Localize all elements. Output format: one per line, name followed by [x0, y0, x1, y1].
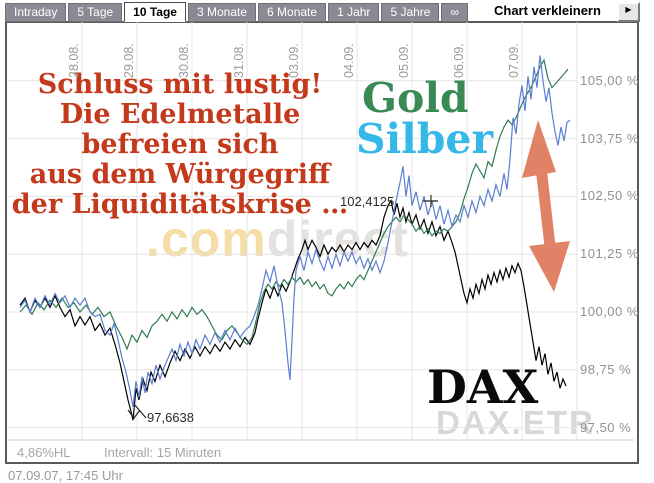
annotation-headline: Schluss mit lustig! Die Edelmetalle befr… [0, 70, 360, 220]
tab-10-tage[interactable]: 10 Tage [124, 2, 186, 22]
y-axis-tick: 101,25 % [580, 246, 639, 262]
shrink-chart-button[interactable]: ▶ [617, 2, 640, 22]
x-axis-tick: 28.08. [67, 43, 81, 78]
x-axis-tick: 04.09. [342, 43, 356, 78]
x-axis-tick: 03.09. [287, 43, 301, 78]
shrink-chart-label[interactable]: Chart verkleinern [494, 3, 601, 18]
headline-line-4: aus dem Würgegriff [29, 159, 331, 190]
x-axis-tick: 07.09. [507, 43, 521, 78]
high-value-annotation: 102,4125 [340, 194, 395, 209]
tab-1-jahr[interactable]: 1 Jahr [328, 3, 380, 22]
y-axis-tick: 100,00 % [580, 304, 639, 319]
x-axis-tick: 06.09. [452, 43, 466, 78]
y-axis-tick: 98,75 % [580, 361, 632, 377]
period-tab-bar: Intraday 5 Tage 10 Tage 3 Monate 6 Monate 1 J… [5, 2, 469, 22]
range-high-low-value: 4,86%HL [17, 445, 71, 460]
y-axis-tick: 103,75 % [580, 130, 639, 146]
interval-label: Intervall: 15 Minuten [104, 445, 222, 460]
tab-5-tage[interactable]: 5 Tage [68, 3, 123, 22]
dax-series-label: DAX [427, 360, 539, 414]
headline-line-2: Die Edelmetalle [59, 99, 301, 130]
headline-line-3: befreien sich [81, 129, 279, 160]
x-axis-tick: 29.08. [122, 43, 136, 78]
tab-6-monate[interactable]: 6 Monate [258, 3, 327, 22]
x-axis-tick: 05.09. [397, 43, 411, 78]
y-axis-tick: 105,00 % [580, 72, 639, 88]
tab-∞[interactable]: ∞ [441, 3, 469, 22]
tab-intraday[interactable]: Intraday [5, 3, 67, 22]
low-value-annotation: 97,6638 [147, 410, 194, 425]
y-axis-tick: 97,50 % [580, 419, 632, 435]
y-axis-tick: 102,50 % [580, 188, 639, 204]
x-axis-tick: 30.08. [177, 43, 191, 78]
triangle-right-icon: ▶ [625, 5, 632, 14]
timestamp-label: 07.09.07, 17:45 Uhr [8, 468, 123, 483]
tab-5-jahre[interactable]: 5 Jahre [381, 3, 440, 22]
silber-series-label: Silber [356, 115, 494, 163]
headline-line-5: der Liquiditätskrise … [11, 189, 349, 220]
x-axis-tick: 31.08. [232, 43, 246, 78]
tab-3-monate[interactable]: 3 Monate [187, 3, 257, 22]
